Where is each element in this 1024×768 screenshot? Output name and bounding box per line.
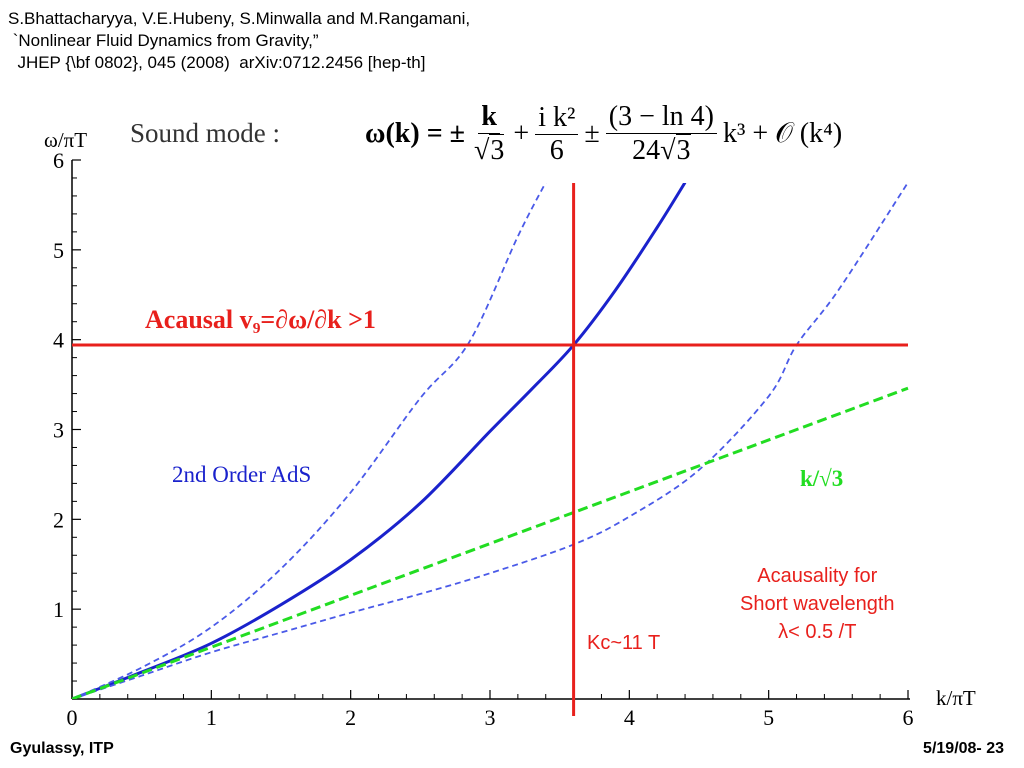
formula-term-1-den: √3 [474, 134, 505, 166]
formula-term-3-num: (3 − ln 4) [605, 101, 717, 134]
citation: S.Bhattacharyya, V.E.Hubeny, S.Minwalla … [8, 8, 470, 74]
acausality-line-2: Short wavelength [740, 593, 895, 615]
acausality-line-1: Acausality for [757, 565, 878, 587]
citation-line-1: S.Bhattacharyya, V.E.Hubeny, S.Minwalla … [8, 9, 471, 28]
acausality-line-3: λ< 0.5 /T [778, 621, 857, 643]
reference-lines [72, 183, 908, 716]
formula-term-3-den-pre: 24 [632, 135, 661, 166]
formula-term-1: k √3 [471, 101, 507, 167]
sound-mode-formula: ω(k) = ± k √3 + i k² 6 ± (3 − ln 4) 24√3… [365, 101, 842, 167]
formula-tail: k³ + 𝒪 (k⁴) [722, 118, 843, 149]
formula-term-2-num: i k² [535, 102, 579, 135]
chart-ticks: 0 1 2 3 4 5 6 1 2 3 4 5 6 [53, 148, 914, 730]
y-tick-label: 6 [53, 148, 64, 173]
y-tick-label: 1 [53, 597, 64, 622]
x-tick-label: 1 [206, 705, 217, 730]
second-order-ads-label: 2nd Order AdS [172, 462, 312, 487]
formula-term-2: i k² 6 [535, 102, 579, 167]
x-tick-label: 6 [903, 705, 914, 730]
x-tick-label: 2 [345, 705, 356, 730]
kc-label: Kᴄ~11 T [587, 632, 661, 654]
x-tick-label: 4 [624, 705, 635, 730]
formula-lhs: ω(k) = ± [365, 118, 466, 149]
k-over-sqrt3-label: k/√3 [800, 466, 844, 491]
formula-term-1-rad: 3 [489, 134, 505, 166]
formula-pm: ± [584, 118, 600, 149]
footer-author: Gyulassy, ITP [10, 740, 114, 757]
formula-term-2-den: 6 [549, 134, 564, 166]
acausal-line-label: Acausal v₉=∂ω/∂k >1 [145, 305, 376, 334]
y-tick-label: 2 [53, 507, 64, 532]
acausality-note: Acausality for Short wavelength λ< 0.5 /… [740, 562, 895, 646]
series-dashed-green-3 [72, 386, 909, 699]
formula-label: Sound mode : [130, 118, 281, 148]
formula-plus: + [513, 118, 530, 149]
citation-line-2: `Nonlinear Fluid Dynamics from Gravity,” [8, 31, 319, 50]
formula-term-1-num: k [478, 101, 500, 134]
formula-term-3-rad: 3 [675, 134, 691, 166]
y-tick-label: 3 [53, 418, 64, 443]
x-axis-unit-label: k/πT [936, 686, 976, 710]
series-solid-blue-0 [72, 183, 687, 699]
series-dashed-blue-1 [72, 183, 547, 699]
citation-line-3: JHEP {\bf 0802}, 045 (2008) arXiv:0712.2… [8, 53, 426, 72]
x-tick-label: 5 [763, 705, 774, 730]
y-axis-unit-label: ω/πT [44, 128, 88, 152]
formula-term-3: (3 − ln 4) 24√3 [605, 101, 717, 167]
y-tick-label: 5 [53, 238, 64, 263]
y-tick-label: 4 [53, 328, 64, 353]
x-tick-label: 3 [485, 705, 496, 730]
footer-date-page: 5/19/08- 23 [923, 740, 1004, 757]
x-tick-label: 0 [67, 705, 78, 730]
formula-term-3-den: 24√3 [632, 134, 691, 166]
